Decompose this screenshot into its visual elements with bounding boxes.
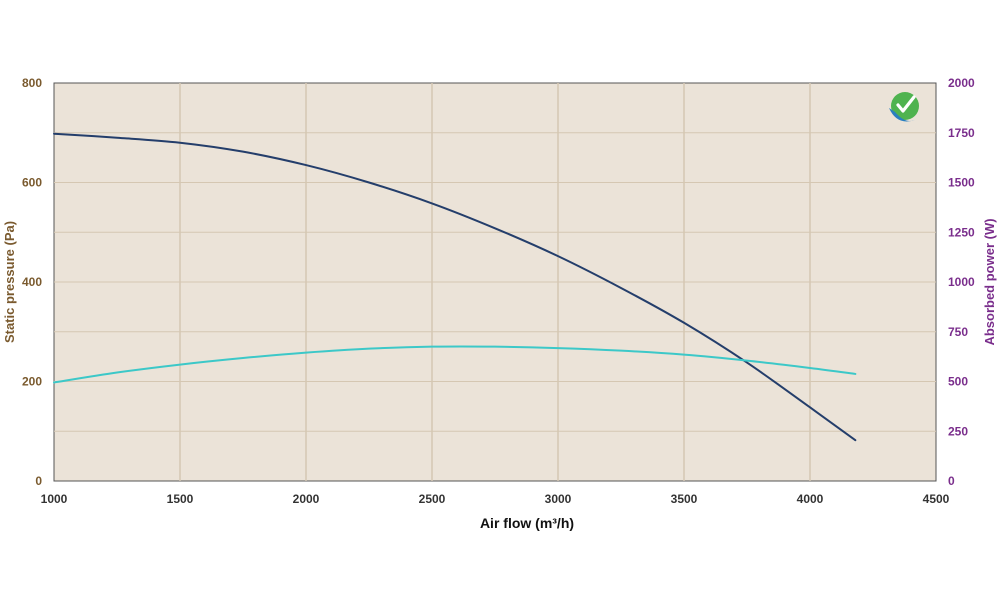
y-right-tick-label: 750 xyxy=(948,325,968,339)
grid xyxy=(54,83,936,481)
static-pressure-series-line xyxy=(53,132,857,442)
logo-swoosh-icon xyxy=(889,108,915,122)
x-axis-ticks: 1000 1500 2000 2500 3000 3500 4000 4500 xyxy=(41,492,950,506)
y-left-tick-label: 600 xyxy=(22,176,42,190)
logo xyxy=(889,92,919,122)
x-tick-label: 1000 xyxy=(41,492,68,506)
right-axis-ticks: 0 250 500 750 1000 1250 1500 1750 2000 xyxy=(948,76,975,488)
x-tick-label: 3500 xyxy=(671,492,698,506)
y-left-tick-label: 200 xyxy=(22,375,42,389)
y-right-tick-label: 0 xyxy=(948,474,955,488)
y-left-tick-label: 400 xyxy=(22,275,42,289)
x-tick-label: 4500 xyxy=(923,492,950,506)
y-axis-right-label: Absorbed power (W) xyxy=(982,218,997,345)
x-tick-label: 2000 xyxy=(293,492,320,506)
y-right-tick-label: 1500 xyxy=(948,176,975,190)
y-axis-left-label: Static pressure (Pa) xyxy=(2,221,17,343)
y-right-tick-label: 250 xyxy=(948,424,968,438)
y-right-tick-label: 2000 xyxy=(948,76,975,90)
left-axis-ticks: 0 200 400 600 800 xyxy=(22,76,42,488)
logo-check-icon xyxy=(896,95,916,113)
x-tick-label: 3000 xyxy=(545,492,572,506)
x-tick-label: 1500 xyxy=(167,492,194,506)
x-axis-label: Air flow (m³/h) xyxy=(480,515,574,531)
x-tick-label: 2500 xyxy=(419,492,446,506)
y-left-tick-label: 0 xyxy=(35,474,42,488)
y-right-tick-label: 500 xyxy=(948,375,968,389)
series-group xyxy=(53,132,857,442)
absorbed-power-series-line xyxy=(53,345,857,384)
x-tick-label: 4000 xyxy=(797,492,824,506)
y-right-tick-label: 1000 xyxy=(948,275,975,289)
y-left-tick-label: 800 xyxy=(22,76,42,90)
y-right-tick-label: 1250 xyxy=(948,225,975,239)
y-right-tick-label: 1750 xyxy=(948,126,975,140)
